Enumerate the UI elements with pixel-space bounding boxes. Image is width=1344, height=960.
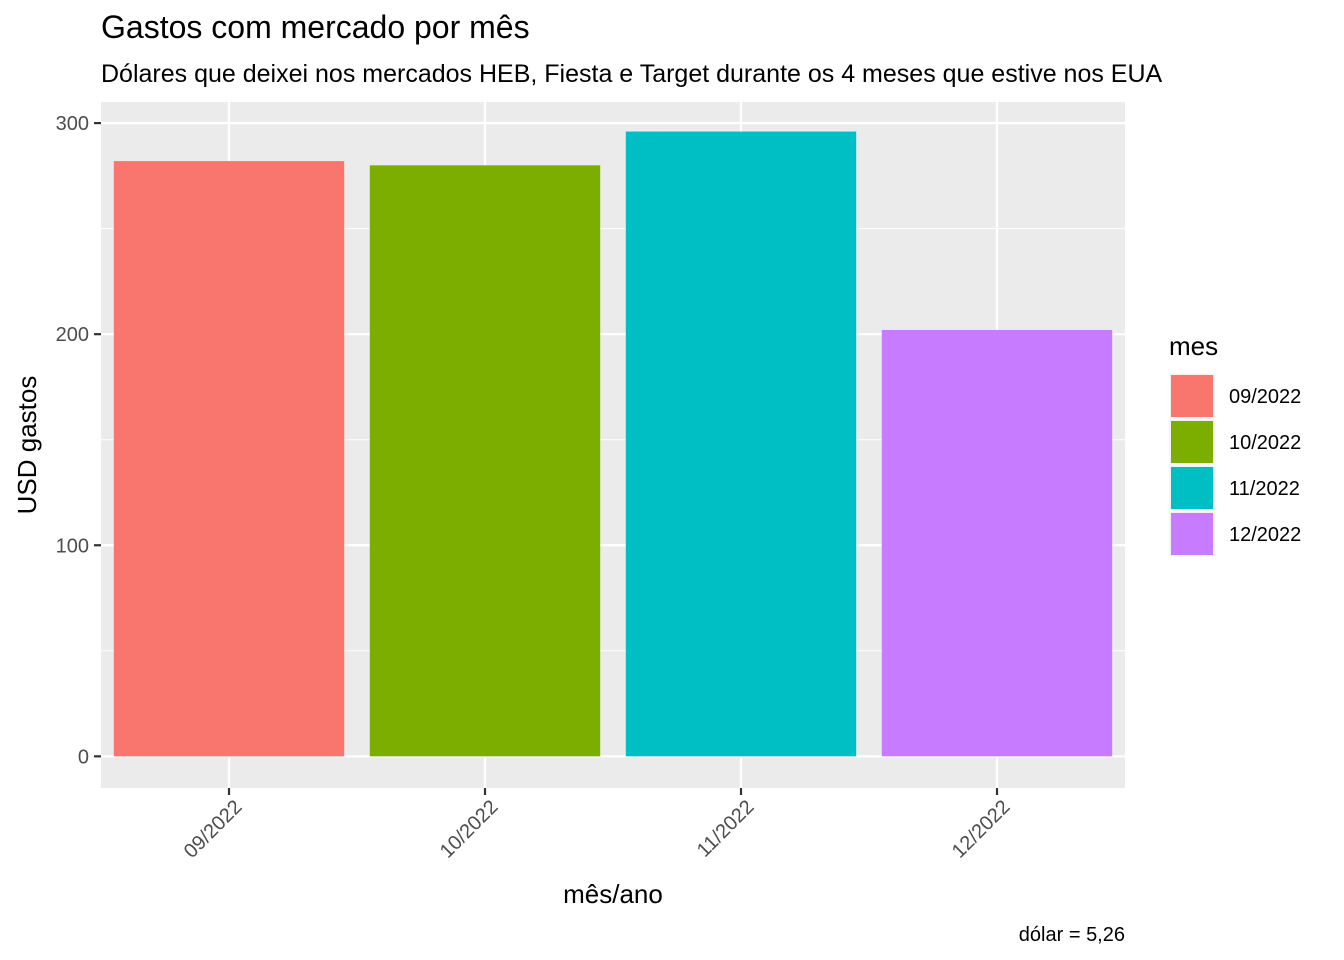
legend-title: mes	[1169, 331, 1218, 361]
y-axis: 0 100 200 300	[56, 113, 101, 768]
legend-label: 10/2022	[1229, 432, 1301, 454]
x-tick-label: 12/2022	[948, 796, 1015, 863]
legend: 09/2022 10/2022 11/2022 12/2022	[1168, 372, 1301, 558]
x-tick-label: 11/2022	[693, 796, 759, 862]
y-tick-label: 100	[56, 535, 89, 557]
bar-10-2022	[369, 165, 601, 757]
legend-swatch	[1171, 421, 1213, 463]
bar-09-2022	[113, 161, 345, 757]
chart-subtitle: Dólares que deixei nos mercados HEB, Fie…	[101, 60, 1163, 88]
bar-11-2022	[625, 131, 857, 757]
x-tick-label: 09/2022	[180, 796, 247, 863]
legend-label: 12/2022	[1229, 524, 1301, 546]
x-axis-title: mês/ano	[563, 879, 663, 909]
bar-12-2022	[881, 329, 1113, 757]
x-axis: 09/2022 10/2022 11/2022 12/2022	[180, 788, 1015, 863]
x-tick-label: 10/2022	[436, 796, 503, 863]
caption: dólar = 5,26	[1019, 924, 1125, 946]
legend-label: 11/2022	[1229, 478, 1300, 500]
y-axis-title: USD gastos	[12, 376, 42, 515]
bars	[113, 131, 1113, 757]
y-tick-label: 200	[56, 324, 89, 346]
legend-label: 09/2022	[1229, 386, 1301, 408]
y-tick-label: 0	[78, 746, 89, 768]
y-tick-label: 300	[56, 113, 89, 135]
chart-title: Gastos com mercado por mês	[101, 9, 530, 45]
legend-swatch	[1171, 467, 1213, 509]
legend-swatch	[1171, 375, 1213, 417]
legend-swatch	[1171, 513, 1213, 555]
